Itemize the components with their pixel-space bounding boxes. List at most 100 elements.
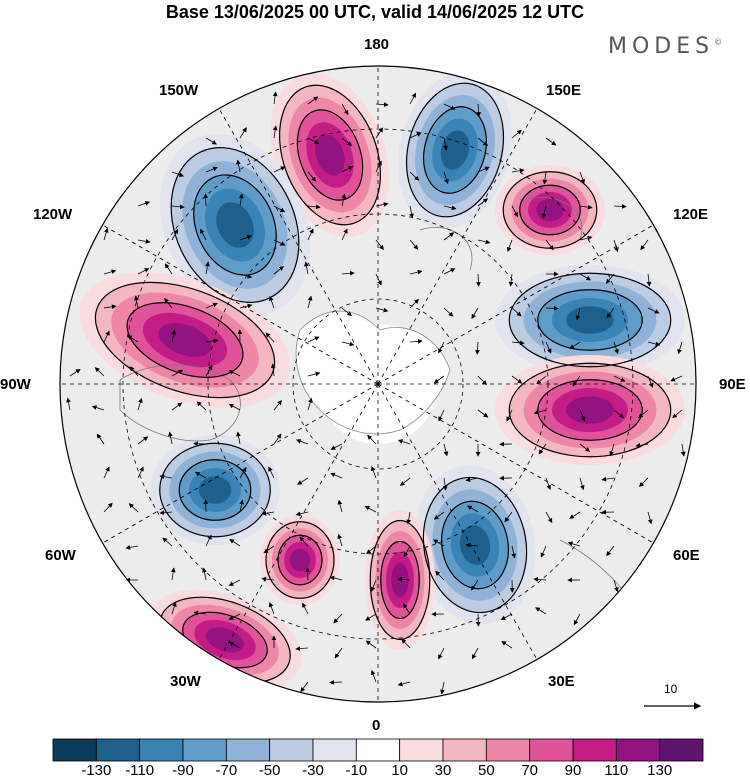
colorbar-tick-label: 50 (477, 762, 495, 779)
wind-vector (125, 545, 139, 550)
wind-vector (545, 239, 554, 251)
lon-label-150e: 150E (546, 82, 582, 99)
meridian-line (377, 383, 544, 670)
wind-vector (129, 366, 139, 377)
wind-vector (511, 307, 522, 317)
colorbar-tick-label: -10 (345, 762, 368, 779)
lon-label-120e: 120E (673, 206, 709, 223)
lon-label-30e: 30E (548, 673, 575, 690)
wind-vector (438, 409, 445, 422)
wind-vector (261, 576, 275, 582)
wind-vector (605, 273, 615, 284)
colorbar-cell (615, 738, 661, 762)
wind-vector (341, 166, 354, 173)
wind-vector (127, 335, 139, 343)
wind-vector (613, 375, 626, 382)
wind-vector (366, 545, 377, 555)
wind-vector (508, 273, 514, 287)
wind-vector (435, 570, 445, 581)
wind-vector (171, 204, 185, 210)
wind-vector (272, 91, 278, 105)
wind-vector (545, 511, 553, 524)
streamline (178, 459, 252, 521)
wind-vector (409, 92, 416, 105)
wind-vector (273, 205, 286, 213)
wind-vector (542, 171, 548, 185)
colorbar-cell (659, 738, 704, 762)
wind-vector (442, 477, 448, 491)
wind-vector (295, 439, 309, 445)
wind-vector (606, 307, 615, 319)
wind-vector (471, 579, 479, 591)
meridian-line (212, 383, 379, 670)
wind-vector (228, 579, 241, 586)
wind-vector (533, 576, 547, 582)
wind-vector (239, 303, 253, 309)
colorbar-cell (399, 738, 444, 762)
wind-vector (477, 239, 491, 245)
wind-vector (164, 263, 173, 275)
streamline (508, 362, 672, 458)
anomaly-contour (459, 525, 491, 565)
wind-vector (341, 307, 352, 317)
wind-vector (194, 471, 207, 479)
wind-vector (569, 341, 581, 349)
colorbar-tick-label: -30 (302, 762, 324, 779)
lon-label-60e: 60E (673, 547, 700, 564)
wind-vector (397, 439, 411, 445)
wind-vector (672, 409, 683, 419)
meridian-line (212, 98, 379, 385)
wind-vector (272, 125, 278, 139)
wind-vector (409, 269, 423, 275)
colorbar-cell (182, 738, 227, 762)
colorbar-cell (442, 738, 487, 762)
wind-vector (579, 204, 593, 210)
wind-vector (579, 273, 592, 281)
wind-vector (159, 474, 173, 480)
wind-vector (471, 307, 479, 320)
wind-vector (433, 539, 445, 547)
wind-vector (305, 567, 311, 581)
wind-vector (341, 228, 348, 241)
streamline (265, 521, 335, 599)
wind-vector (613, 239, 619, 253)
colorbar-tick-label: -50 (258, 762, 281, 779)
colorbar-tick-label: 130 (647, 762, 673, 779)
colorbar-cell (95, 738, 141, 762)
wind-vector (538, 443, 547, 455)
wind-vector (341, 137, 353, 146)
wind-vector (196, 401, 207, 411)
wind-vector (375, 160, 382, 173)
wind-vector (236, 159, 241, 173)
wind-vector (579, 409, 586, 422)
wind-vector (613, 409, 624, 419)
wind-vector (647, 511, 653, 525)
streamline (94, 281, 276, 399)
wind-vector (307, 204, 321, 210)
wind-vector (443, 268, 456, 275)
colorbar-tick-label: 110 (604, 762, 629, 779)
wind-vector (307, 371, 321, 377)
streamline (369, 519, 431, 641)
wind-vector (579, 235, 593, 241)
meridian-line (92, 218, 379, 385)
wind-vector (205, 364, 213, 377)
page-title: Base 13/06/2025 00 UTC, valid 14/06/2025… (165, 2, 585, 22)
streamline (193, 174, 277, 276)
wind-vector (375, 239, 384, 251)
anomaly-contour (440, 130, 470, 170)
wind-vector (433, 375, 445, 384)
wind-vector (540, 545, 547, 558)
wind-vector (228, 370, 241, 377)
wind-vector (638, 477, 649, 488)
wind-vector (370, 670, 377, 683)
wind-vector (273, 399, 282, 411)
lon-label-0: 0 (372, 717, 381, 734)
wind-vector (295, 646, 309, 651)
wind-vector (409, 205, 414, 219)
wind-vector (477, 166, 490, 173)
wind-vector (96, 433, 105, 445)
wind-vector (171, 171, 185, 177)
meridian-line (377, 98, 544, 385)
